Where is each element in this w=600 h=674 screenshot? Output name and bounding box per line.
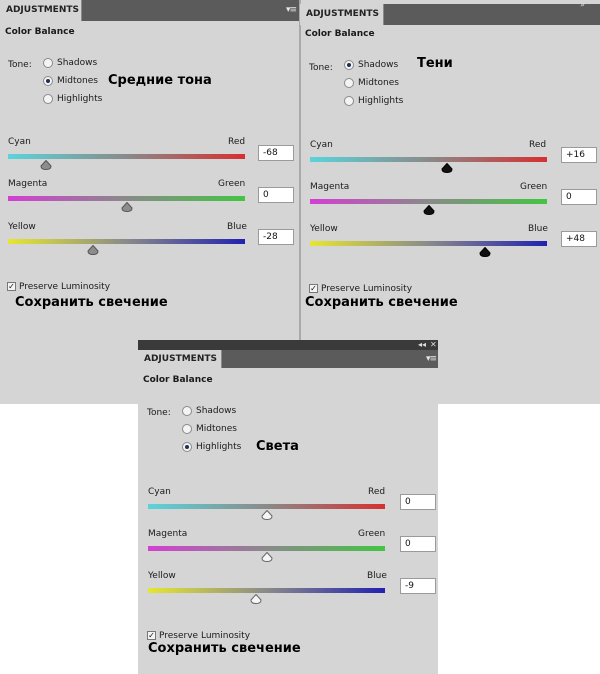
cyan-label: Cyan (148, 487, 171, 497)
radio-button[interactable] (344, 78, 354, 88)
cyan-red-slider[interactable] (8, 154, 245, 159)
yellow-label: Yellow (148, 571, 176, 581)
panel-title: Color Balance (305, 29, 375, 39)
green-label: Green (218, 179, 246, 189)
preserve-luminosity-checkbox[interactable]: ✓ (309, 284, 318, 293)
radio-button[interactable] (43, 94, 53, 104)
magenta-label: Magenta (148, 529, 188, 539)
radio-button[interactable] (344, 60, 354, 70)
radio-midtones[interactable]: Midtones (182, 422, 237, 436)
yellow-blue-value[interactable]: -9 (400, 578, 436, 594)
magenta-green-slider[interactable] (8, 196, 245, 201)
adjustments-panel-highlights: ◂◂ ✕ ADJUSTMENTS ▾≡ Color Balance Tone: … (138, 340, 438, 674)
yellow-blue-value[interactable]: -28 (258, 229, 294, 245)
panel-title: Color Balance (5, 27, 75, 37)
radio-midtones[interactable]: Midtones (344, 76, 399, 90)
adjustments-panel-shadows: ADJUSTMENTS » Color Balance Tone: Shadow… (300, 0, 600, 404)
yellow-blue-slider[interactable] (8, 239, 245, 244)
yellow-blue-slider[interactable] (148, 588, 385, 593)
cyan-red-value[interactable]: 0 (400, 494, 436, 510)
adjustments-panel-midtones: ADJUSTMENTS ▾≡ Color Balance Tone: Shado… (0, 0, 300, 404)
cyan-red-slider[interactable] (148, 504, 385, 509)
radio-button[interactable] (43, 58, 53, 68)
preserve-luminosity-label: Preserve Luminosity (19, 282, 111, 292)
panel-title: Color Balance (143, 375, 213, 385)
panel-topbar (138, 340, 438, 350)
radio-label: Midtones (57, 76, 98, 86)
cyan-red-value[interactable]: -68 (258, 145, 294, 161)
blue-label: Blue (367, 571, 387, 581)
tone-label: Tone: (147, 408, 171, 418)
cyan-red-value[interactable]: +16 (561, 147, 597, 163)
radio-midtones[interactable]: Midtones (43, 74, 98, 88)
magenta-green-value[interactable]: 0 (400, 536, 436, 552)
red-label: Red (368, 487, 386, 497)
magenta-green-slider[interactable] (148, 546, 385, 551)
radio-highlights[interactable]: Highlights (344, 94, 403, 108)
magenta-label: Magenta (8, 179, 48, 189)
radio-shadows[interactable]: Shadows (344, 58, 398, 72)
magenta-label: Magenta (310, 182, 350, 192)
adjustments-tab[interactable]: ADJUSTMENTS (300, 4, 384, 25)
double-arrow-icon[interactable]: ◂◂ (418, 340, 427, 349)
tone-label: Tone: (8, 60, 32, 70)
magenta-green-value[interactable]: 0 (561, 189, 597, 205)
radio-highlights[interactable]: Highlights (182, 440, 241, 454)
magenta-green-slider[interactable] (310, 199, 547, 204)
radio-label: Midtones (196, 424, 237, 434)
preserve-caption-ru: Сохранить свечение (15, 295, 168, 310)
radio-highlights[interactable]: Highlights (43, 92, 102, 106)
radio-shadows[interactable]: Shadows (182, 404, 236, 418)
radio-label: Highlights (196, 442, 242, 452)
cyan-red-slider[interactable] (310, 157, 547, 162)
radio-label: Midtones (358, 78, 399, 88)
tone-caption-ru: Тени (417, 56, 453, 71)
blue-label: Blue (227, 222, 247, 232)
blue-label: Blue (528, 224, 548, 234)
cyan-label: Cyan (310, 140, 333, 150)
radio-label: Highlights (57, 94, 103, 104)
radio-shadows[interactable]: Shadows (43, 56, 97, 70)
radio-label: Highlights (358, 96, 404, 106)
tone-caption-ru: Средние тона (108, 73, 212, 88)
red-label: Red (228, 137, 246, 147)
yellow-label: Yellow (8, 222, 36, 232)
radio-button[interactable] (182, 406, 192, 416)
adjustments-tab[interactable]: ADJUSTMENTS (138, 350, 222, 368)
radio-label: Shadows (57, 58, 98, 68)
preserve-caption-ru: Сохранить свечение (305, 295, 458, 310)
preserve-luminosity-label: Preserve Luminosity (321, 284, 413, 294)
double-arrow-icon[interactable]: » (580, 0, 585, 9)
tone-caption-ru: Света (256, 439, 299, 454)
radio-label: Shadows (196, 406, 237, 416)
panel-menu-icon[interactable]: ▾≡ (286, 5, 297, 15)
radio-button[interactable] (344, 96, 354, 106)
green-label: Green (358, 529, 386, 539)
radio-label: Shadows (358, 60, 399, 70)
tone-label: Tone: (309, 63, 333, 73)
magenta-green-value[interactable]: 0 (258, 187, 294, 203)
yellow-label: Yellow (310, 224, 338, 234)
radio-button[interactable] (182, 442, 192, 452)
preserve-luminosity-label: Preserve Luminosity (159, 631, 251, 641)
yellow-blue-value[interactable]: +48 (561, 231, 597, 247)
panel-menu-icon[interactable]: ▾≡ (426, 354, 437, 364)
preserve-luminosity-checkbox[interactable]: ✓ (147, 631, 156, 640)
red-label: Red (529, 140, 547, 150)
preserve-luminosity-checkbox[interactable]: ✓ (7, 282, 16, 291)
radio-button[interactable] (182, 424, 192, 434)
yellow-blue-slider[interactable] (310, 241, 547, 246)
green-label: Green (520, 182, 548, 192)
preserve-caption-ru: Сохранить свечение (148, 641, 301, 656)
radio-button[interactable] (43, 76, 53, 86)
cyan-label: Cyan (8, 137, 31, 147)
close-icon[interactable]: ✕ (430, 340, 437, 349)
adjustments-tab[interactable]: ADJUSTMENTS (0, 0, 82, 21)
